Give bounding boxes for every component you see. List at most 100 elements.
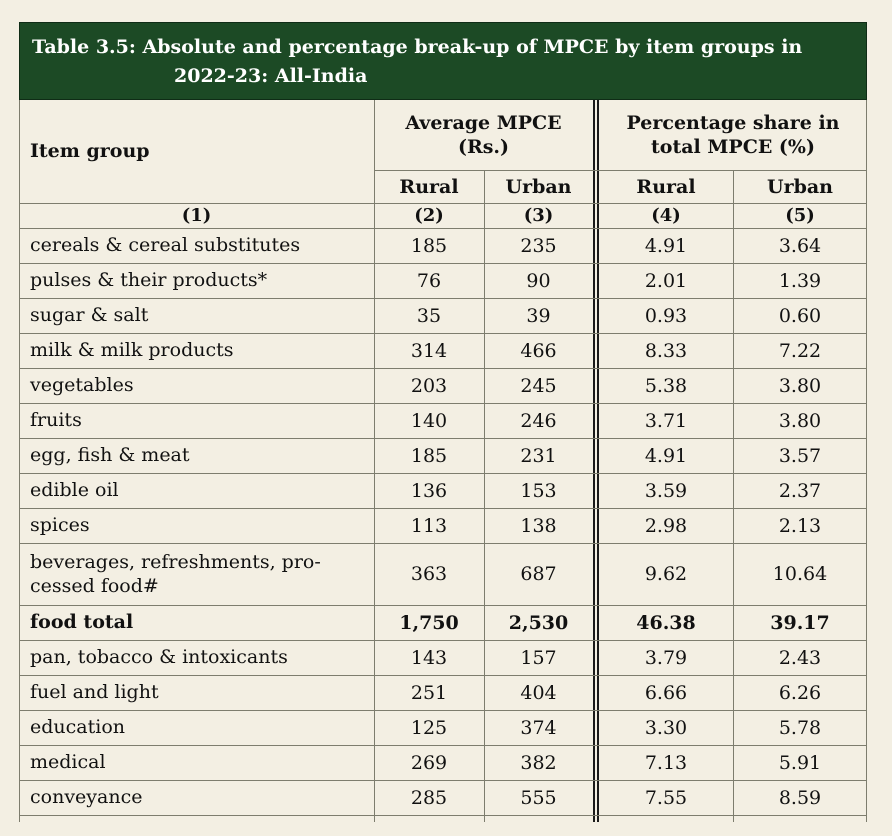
double-column-divider <box>593 100 599 822</box>
row-rule <box>19 815 867 816</box>
row-label: sugar & salt <box>30 304 149 326</box>
cell-rural-mpce: 285 <box>410 786 448 809</box>
header-urban-mpce: Urban <box>505 175 572 198</box>
col-number-2: (2) <box>414 205 444 226</box>
row-label: pan, tobacco & intoxicants <box>30 646 288 668</box>
row-rule <box>19 438 867 439</box>
cell-urban-mpce: 555 <box>520 786 557 809</box>
cell-urban-mpce: 90 <box>526 269 551 292</box>
cell-rural-mpce: 136 <box>410 479 448 502</box>
cell-urban-mpce: 374 <box>520 716 557 739</box>
cell-rural-mpce: 125 <box>410 716 448 739</box>
cell-urban-mpce: 157 <box>520 646 557 669</box>
cell-urban-pct: 3.64 <box>778 234 822 257</box>
row-label: conveyance <box>30 786 143 808</box>
row-rule <box>19 403 867 404</box>
cell-rural-mpce: 314 <box>410 339 448 362</box>
cell-urban-pct: 3.57 <box>778 444 822 467</box>
mpce-table: Item group Average MPCE (Rs.) Percentage… <box>19 100 867 822</box>
row-label: pulses & their products* <box>30 269 268 291</box>
cell-urban-mpce: 404 <box>520 681 557 704</box>
table-title-line2: 2022-23: All-India <box>174 65 368 87</box>
cell-urban-mpce: 235 <box>520 234 557 257</box>
col-number-5: (5) <box>785 205 815 226</box>
cell-urban-pct: 8.59 <box>778 786 822 809</box>
header-average-mpce: Average MPCE (Rs.) <box>405 112 562 158</box>
column-rule <box>733 170 734 822</box>
cell-rural-pct: 2.01 <box>644 269 688 292</box>
col-number-1: (1) <box>181 205 212 226</box>
col-number-4: (4) <box>651 205 681 226</box>
cell-rural-pct: 7.13 <box>644 751 688 774</box>
cell-rural-pct: 3.30 <box>644 716 688 739</box>
cell-rural-pct: 9.62 <box>644 563 688 585</box>
cell-urban-pct: 6.26 <box>778 681 822 704</box>
row-label: egg, fish & meat <box>30 444 190 466</box>
cell-rural-pct: 4.91 <box>644 234 688 257</box>
column-rule <box>484 170 485 822</box>
row-rule <box>19 543 867 544</box>
cell-urban-mpce: 153 <box>520 479 557 502</box>
row-rule <box>19 780 867 781</box>
cell-urban-pct: 0.60 <box>778 304 822 327</box>
row-rule <box>19 745 867 746</box>
row-label: education <box>30 716 125 738</box>
cell-urban-mpce: 245 <box>520 374 557 397</box>
cell-urban-pct: 7.22 <box>778 339 822 362</box>
col-number-3: (3) <box>523 205 554 226</box>
row-rule <box>19 228 867 229</box>
row-label: beverages, refreshments, pro-cessed food… <box>30 551 321 597</box>
row-rule <box>19 675 867 676</box>
row-label: vegetables <box>30 374 134 396</box>
row-rule <box>19 298 867 299</box>
cell-rural-pct: 46.38 <box>636 611 696 634</box>
header-percentage-share: Percentage share in total MPCE (%) <box>626 112 840 158</box>
header-rural-mpce: Rural <box>399 175 459 198</box>
row-rule <box>19 203 867 204</box>
column-rule <box>374 100 375 822</box>
cell-rural-pct: 0.93 <box>644 304 688 327</box>
cell-rural-mpce: 269 <box>410 751 448 774</box>
row-rule <box>19 640 867 641</box>
row-label: food total <box>30 611 134 633</box>
cell-urban-pct: 3.80 <box>778 374 822 397</box>
cell-rural-pct: 7.55 <box>644 786 688 809</box>
cell-urban-mpce: 687 <box>520 563 557 585</box>
row-label: fuel and light <box>30 681 159 703</box>
row-label: cereals & cereal substitutes <box>30 234 301 256</box>
row-rule <box>19 368 867 369</box>
cell-urban-pct: 5.91 <box>778 751 822 774</box>
cell-urban-pct: 2.43 <box>778 646 822 669</box>
cell-rural-mpce: 143 <box>410 646 448 669</box>
cell-urban-pct: 3.80 <box>778 409 822 432</box>
cell-rural-mpce: 76 <box>416 269 442 292</box>
row-rule <box>19 710 867 711</box>
table-title-line1: Table 3.5: Absolute and percentage break… <box>32 36 803 58</box>
cell-rural-pct: 6.66 <box>644 681 688 704</box>
cell-rural-pct: 3.71 <box>644 409 688 432</box>
row-label: milk & milk products <box>30 339 234 361</box>
cell-urban-mpce: 231 <box>520 444 557 467</box>
row-rule <box>374 170 867 171</box>
cell-urban-mpce: 39 <box>526 304 551 327</box>
cell-urban-pct: 2.13 <box>778 514 822 537</box>
cell-urban-mpce: 466 <box>520 339 557 362</box>
row-rule <box>19 473 867 474</box>
cell-urban-mpce: 382 <box>520 751 557 774</box>
column-rule <box>19 100 20 822</box>
cell-rural-pct: 8.33 <box>644 339 688 362</box>
cell-rural-mpce: 113 <box>410 514 448 537</box>
table-title-bar: Table 3.5: Absolute and percentage break… <box>19 22 867 100</box>
cell-rural-mpce: 185 <box>410 444 448 467</box>
cell-rural-mpce: 1,750 <box>399 611 459 634</box>
cell-rural-mpce: 140 <box>410 409 448 432</box>
cell-urban-pct: 1.39 <box>778 269 822 292</box>
cell-rural-pct: 3.59 <box>644 479 688 502</box>
row-label: edible oil <box>30 479 119 501</box>
cell-urban-pct: 10.64 <box>772 563 828 585</box>
cell-urban-pct: 5.78 <box>778 716 822 739</box>
cell-rural-mpce: 251 <box>410 681 448 704</box>
cell-rural-mpce: 363 <box>410 563 448 585</box>
row-rule <box>19 605 867 606</box>
